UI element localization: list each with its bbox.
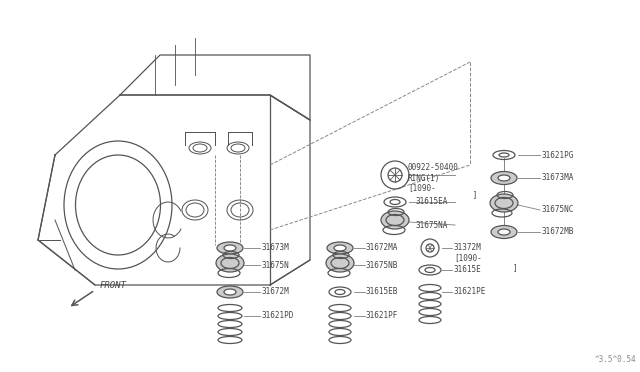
Ellipse shape [498,175,510,181]
Ellipse shape [334,245,346,251]
Text: 31673MA: 31673MA [541,173,573,183]
Ellipse shape [491,225,517,238]
Ellipse shape [327,242,353,254]
Text: FRONT: FRONT [100,280,127,289]
Text: [1090-: [1090- [454,253,482,263]
Text: 31621PE: 31621PE [454,288,486,296]
Ellipse shape [490,194,518,212]
Text: 31672MB: 31672MB [541,228,573,237]
Ellipse shape [217,286,243,298]
Text: RING(1): RING(1) [408,173,440,183]
Text: 31615EB: 31615EB [366,288,398,296]
Text: 31675NA: 31675NA [416,221,449,230]
Ellipse shape [498,229,510,235]
Text: 31621PF: 31621PF [366,311,398,321]
Text: 31672M: 31672M [262,288,290,296]
Ellipse shape [217,242,243,254]
Text: ]: ] [445,190,477,199]
Text: ]: ] [490,263,518,273]
Text: [1090-: [1090- [408,183,436,192]
Text: 31615EA: 31615EA [416,198,449,206]
Ellipse shape [326,254,354,272]
Text: 00922-50400: 00922-50400 [408,164,459,173]
Ellipse shape [216,254,244,272]
Ellipse shape [224,245,236,251]
Ellipse shape [224,289,236,295]
Ellipse shape [381,211,409,229]
Text: 31673M: 31673M [262,244,290,253]
Text: 31675NB: 31675NB [366,260,398,269]
Text: 31372M: 31372M [454,244,482,253]
Text: 31615E: 31615E [454,266,482,275]
Text: ^3.5^0.54: ^3.5^0.54 [595,356,637,365]
Text: 31675NC: 31675NC [541,205,573,215]
Text: 31672MA: 31672MA [366,244,398,253]
Text: 31621PG: 31621PG [541,151,573,160]
Ellipse shape [491,171,517,185]
Text: 31621PD: 31621PD [262,311,294,321]
Text: 31675N: 31675N [262,260,290,269]
